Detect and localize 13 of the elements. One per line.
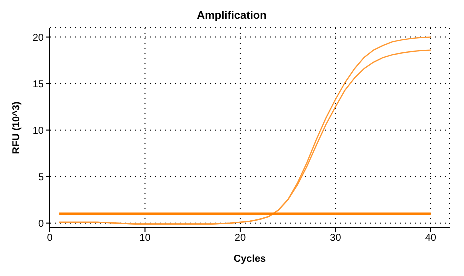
y-tick-label: 5 [38, 172, 44, 184]
x-tick-label: 10 [140, 233, 152, 244]
x-tick-label: 30 [330, 233, 342, 244]
x-axis-title: Cycles [234, 254, 267, 265]
y-tick-label: 10 [32, 126, 44, 137]
y-axis-title: RFU (10^3) [12, 102, 23, 154]
y-tick-label: 15 [32, 79, 44, 90]
x-tick-label: 0 [47, 233, 54, 244]
x-tick-label: 40 [425, 233, 437, 244]
chart-title: Amplification [196, 10, 268, 22]
y-tick-label: 0 [38, 218, 44, 230]
y-tick-label: 20 [32, 32, 44, 44]
x-tick-label: 20 [234, 233, 246, 244]
